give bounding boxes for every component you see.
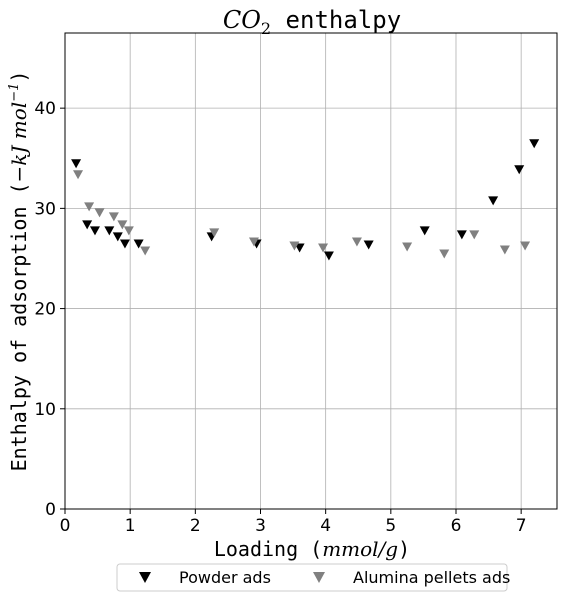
y-tick-label: 20 (34, 300, 56, 320)
x-tick-label: 5 (385, 516, 396, 536)
x-tick-label: 7 (516, 516, 527, 536)
point-alumina-pellets-ads (94, 208, 105, 218)
y-axis-label: Enthalpy of adsorption (−kJ mol−1) (7, 71, 31, 472)
legend-label-powder-ads: Powder ads (179, 568, 271, 587)
point-alumina-pellets-ads (520, 241, 531, 251)
point-alumina-pellets-ads (140, 246, 151, 256)
point-powder-ads (133, 239, 144, 249)
point-alumina-pellets-ads (499, 245, 510, 255)
point-alumina-pellets-ads (248, 237, 259, 247)
x-tick-label: 3 (255, 516, 266, 536)
point-alumina-pellets-ads (123, 226, 134, 236)
point-alumina-pellets-ads (84, 202, 95, 212)
legend-frame (116, 563, 508, 592)
x-axis-label: Loading (mmol/g) (214, 537, 410, 561)
y-tick-label: 30 (34, 199, 56, 219)
point-powder-ads (488, 196, 499, 206)
x-tick-label: 0 (60, 516, 71, 536)
point-powder-ads (82, 220, 93, 230)
point-powder-ads (514, 165, 525, 175)
x-tick-label: 6 (451, 516, 462, 536)
point-powder-ads (456, 230, 467, 240)
point-alumina-pellets-ads (351, 237, 362, 247)
point-powder-ads (529, 139, 540, 149)
point-powder-ads (323, 251, 334, 261)
x-tick-label: 4 (320, 516, 331, 536)
point-powder-ads (112, 232, 123, 242)
point-powder-ads (119, 239, 130, 249)
point-alumina-pellets-ads (469, 230, 480, 240)
data-points (71, 139, 540, 261)
legend-label-alumina-pellets-ads: Alumina pellets ads (353, 568, 510, 587)
point-powder-ads (89, 226, 100, 236)
point-powder-ads (419, 226, 430, 236)
legend: Powder ads Alumina pellets ads (116, 563, 510, 592)
point-powder-ads (104, 226, 115, 236)
y-tick-label: 0 (45, 500, 56, 520)
point-alumina-pellets-ads (318, 243, 329, 253)
point-alumina-pellets-ads (117, 220, 128, 230)
plot-frame (64, 32, 558, 510)
point-alumina-pellets-ads (209, 228, 220, 238)
point-alumina-pellets-ads (108, 212, 119, 222)
x-tick-label: 2 (190, 516, 201, 536)
point-powder-ads (363, 240, 374, 250)
legend-marker-powder-ads (139, 572, 151, 583)
point-alumina-pellets-ads (73, 170, 84, 180)
point-alumina-pellets-ads (439, 249, 450, 259)
y-tick-label: 10 (34, 400, 56, 420)
point-alumina-pellets-ads (402, 242, 413, 252)
point-powder-ads (71, 159, 82, 169)
legend-marker-alumina-pellets-ads (313, 572, 325, 583)
axis-ticks: 0 1 2 3 4 5 6 7 0 10 20 30 40 (34, 99, 526, 536)
point-powder-ads (294, 243, 305, 253)
chart-title: CO2 enthalpy (223, 6, 401, 38)
x-tick-label: 1 (125, 516, 136, 536)
point-alumina-pellets-ads (289, 241, 300, 251)
grid (64, 33, 557, 510)
y-tick-label: 40 (34, 99, 56, 119)
